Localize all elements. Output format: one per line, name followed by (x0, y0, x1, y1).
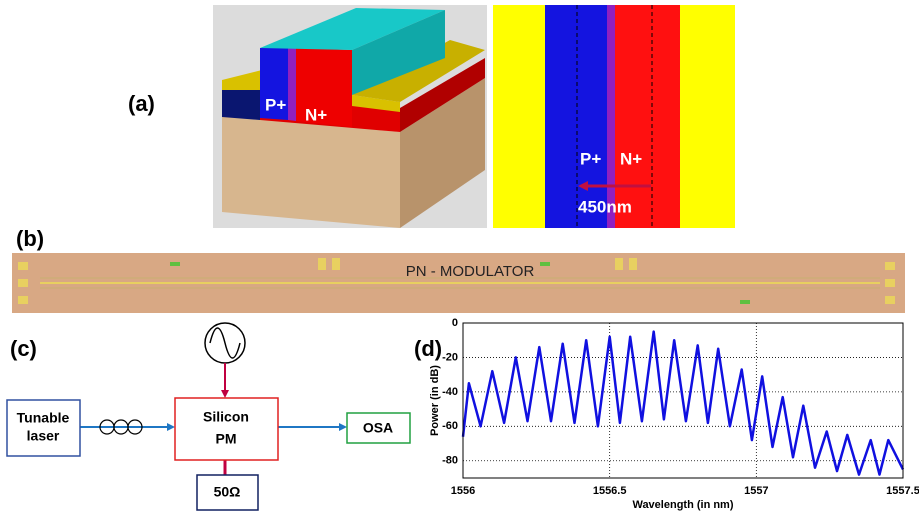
y-axis-label: Power (in dB) (429, 365, 441, 436)
x-axis-label: Wavelength (in nm) (632, 499, 733, 511)
top-view (493, 5, 735, 228)
x-tick-label: 1557 (744, 485, 768, 497)
p-label: P+ (580, 149, 601, 168)
figure: P+ N+ P+ N+ 450nm (a) (b) PN - MODULAT (0, 0, 919, 519)
panel-label: (d) (414, 336, 442, 361)
node-label: PM (216, 431, 237, 447)
y-tick-label: -80 (442, 455, 458, 467)
node-label: OSA (363, 420, 393, 436)
spectrum-chart: 0 -20 -40 -60 -80 1556 1556.5 1557 1557.5 Wavelen… (429, 317, 919, 511)
panel-label: (a) (128, 91, 155, 116)
node-label: Silicon (203, 409, 249, 425)
chip-label: PN - MODULATOR (406, 263, 535, 280)
p-label: P+ (265, 95, 286, 114)
width-label: 450nm (578, 197, 632, 216)
y-tick-label: -60 (442, 420, 458, 432)
x-tick-label: 1557.5 (886, 485, 919, 497)
x-tick-label: 1556.5 (593, 485, 627, 497)
y-tick-label: -20 (442, 351, 458, 363)
node-label: Tunable (17, 410, 70, 426)
n-label: N+ (620, 149, 642, 168)
y-tick-label: -40 (442, 386, 458, 398)
node-label: 50Ω (214, 484, 241, 500)
y-tick-label: 0 (452, 317, 458, 329)
x-tick-label: 1556 (451, 485, 475, 497)
panel-label: (c) (10, 336, 37, 361)
panel-label: (b) (16, 226, 44, 251)
node-label: laser (27, 428, 60, 444)
n-label: N+ (305, 105, 327, 124)
device-3d (213, 5, 487, 228)
